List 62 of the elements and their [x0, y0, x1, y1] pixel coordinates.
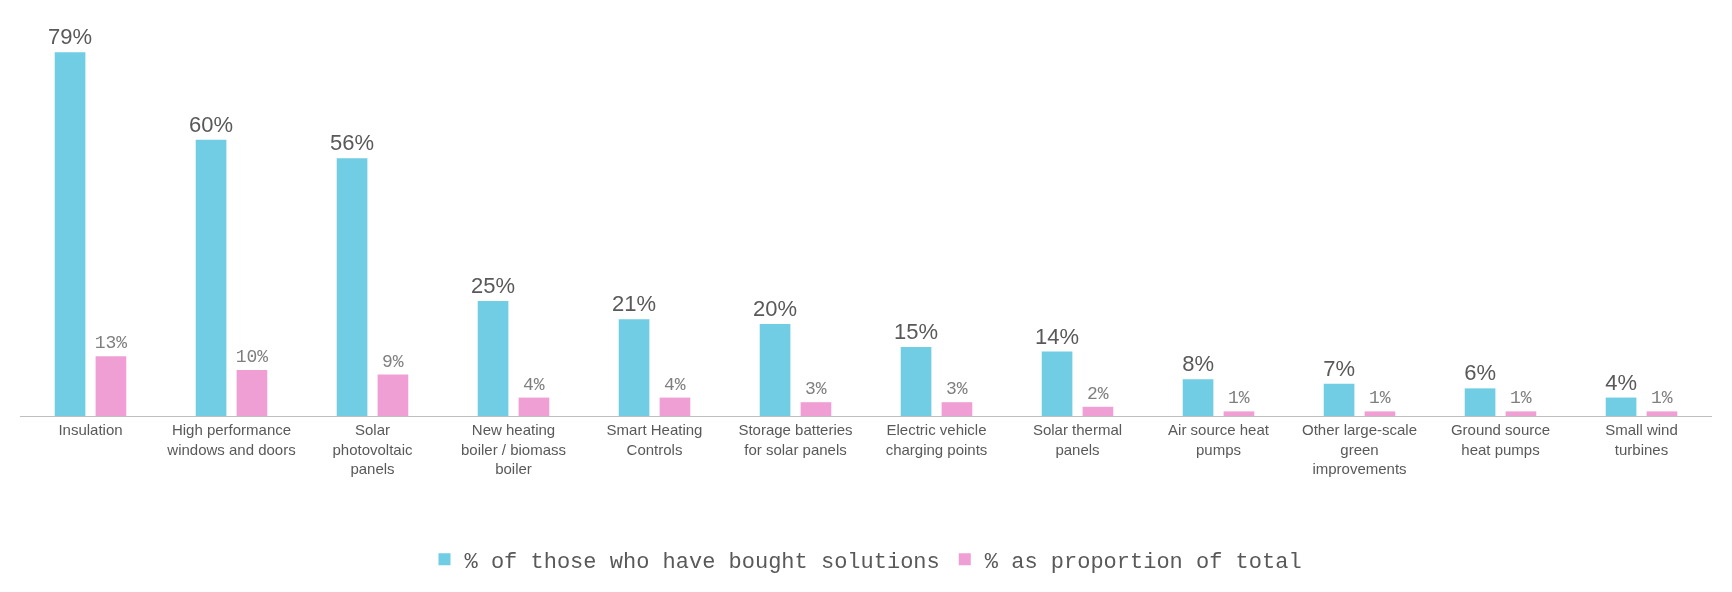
bar [618, 319, 650, 416]
data-label: 25% [471, 272, 516, 298]
data-label: 4% [1605, 369, 1637, 395]
bar [336, 158, 368, 416]
bar [95, 356, 127, 416]
bar [800, 402, 832, 416]
bar [759, 323, 791, 416]
bar [195, 139, 227, 416]
x-tick-label: New heating boiler / biomass boiler [460, 421, 567, 477]
x-tick-label: Storage batteries for solar panels [738, 421, 853, 458]
x-tick-label: Air source heat pumps [1168, 421, 1270, 458]
data-label: 1% [1369, 388, 1391, 409]
x-tick-label: High performance windows and doors [166, 421, 296, 458]
data-label: 14% [1035, 323, 1080, 349]
bar [54, 52, 86, 416]
data-label: 20% [753, 295, 798, 321]
bar [1082, 406, 1114, 416]
bar [377, 374, 409, 416]
data-label: 1% [1228, 388, 1250, 409]
bar [1605, 397, 1637, 416]
data-label: 56% [330, 130, 375, 156]
data-label: 1% [1651, 388, 1673, 409]
legend-label: % of those who have bought solutions [464, 549, 940, 575]
x-tick-label: Ground source heat pumps [1450, 421, 1551, 458]
bar [236, 369, 268, 416]
data-label: 4% [523, 374, 545, 395]
x-tick-label: Electric vehicle charging points [885, 421, 988, 458]
data-label: 4% [664, 374, 686, 395]
data-label: 60% [189, 111, 234, 137]
bar [1223, 411, 1255, 416]
data-label: 1% [1510, 388, 1532, 409]
legend-label: % as proportion of total [984, 549, 1302, 575]
data-label: 79% [48, 24, 93, 50]
bar [1323, 383, 1355, 416]
bar [518, 397, 550, 416]
bar [1464, 388, 1496, 416]
x-tick-label: Insulation [58, 421, 123, 438]
bar [941, 402, 973, 416]
bar [1041, 351, 1073, 416]
data-label: 2% [1087, 383, 1109, 404]
data-label: 3% [946, 379, 968, 400]
bar [1646, 411, 1678, 416]
bar [477, 300, 509, 416]
bar [900, 346, 932, 416]
x-tick-label: Smart Heating Controls [606, 421, 703, 458]
data-label: 10% [235, 346, 269, 367]
x-tick-label: Small wind turbines [1605, 421, 1678, 458]
data-label: 8% [1182, 351, 1214, 377]
x-tick-label: Other large-scale green improvements [1301, 421, 1418, 477]
x-tick-label: Solar photovoltaic panels [332, 421, 414, 477]
bar [1364, 411, 1396, 416]
data-label: 9% [382, 351, 404, 372]
data-label: 15% [894, 318, 939, 344]
data-label: 21% [612, 291, 657, 317]
bar [659, 397, 691, 416]
bar [1505, 411, 1537, 416]
data-label: 3% [805, 379, 827, 400]
x-tick-label: Solar thermal panels [1032, 421, 1123, 458]
bar [1182, 379, 1214, 416]
data-label: 6% [1464, 360, 1496, 386]
data-label: 7% [1323, 355, 1355, 381]
data-label: 13% [94, 333, 128, 354]
